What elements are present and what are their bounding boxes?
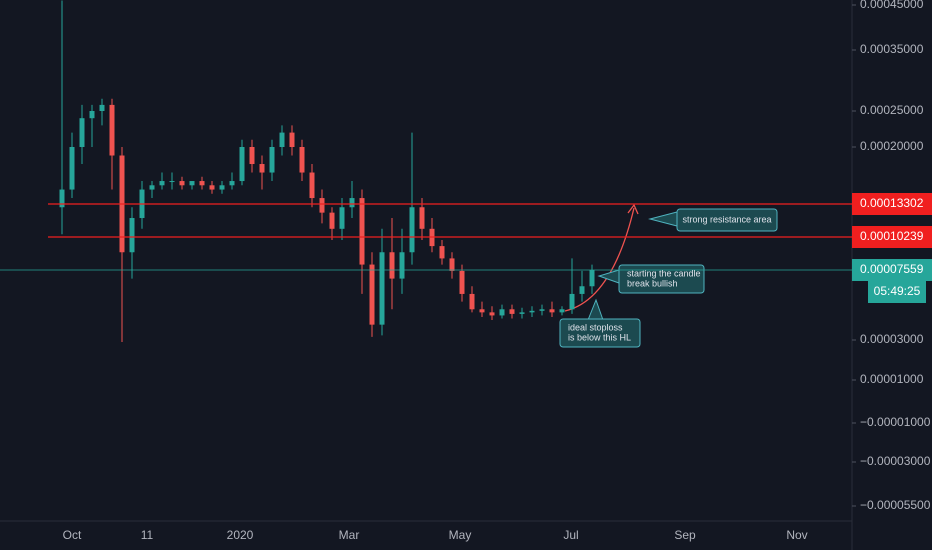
callout-pointer — [597, 269, 620, 284]
y-tick-label: −0.00001000 — [860, 415, 931, 429]
y-tick-label: 0.00045000 — [860, 0, 924, 11]
candle-body — [69, 147, 75, 190]
candle-body — [419, 207, 425, 229]
candle-body — [529, 310, 535, 313]
candle-body — [179, 181, 185, 186]
candle-body — [539, 309, 545, 311]
x-tick-label: Nov — [786, 528, 807, 542]
candle-body — [399, 252, 405, 279]
candle-body — [499, 309, 505, 316]
candle-body — [459, 270, 465, 294]
candle-body — [549, 309, 555, 313]
candle-body — [319, 198, 325, 213]
candle-body — [229, 181, 235, 186]
annotation-text: is below this HL — [568, 332, 631, 342]
candle-body — [479, 309, 485, 313]
candle-body — [59, 189, 65, 208]
y-tick-label: 0.00001000 — [860, 372, 924, 386]
y-tick-label: 0.00020000 — [860, 139, 924, 153]
candle-body — [79, 118, 85, 147]
candle-body — [169, 181, 175, 183]
callout-box — [676, 208, 778, 232]
candle-body — [559, 309, 565, 313]
candle-body — [439, 246, 445, 259]
price-label: 0.00013302 — [860, 196, 924, 210]
candle-body — [489, 312, 495, 316]
callout-pointer — [648, 211, 678, 227]
y-tick-label: 0.00003000 — [860, 332, 924, 346]
candle-body — [359, 198, 365, 265]
candle-body — [589, 270, 595, 287]
price-label: 0.00010239 — [860, 229, 924, 243]
y-tick-label: 0.00025000 — [860, 103, 924, 117]
callout-pointer — [587, 298, 604, 321]
candle-body — [469, 293, 475, 310]
candle-body — [249, 147, 255, 165]
candle-body — [89, 111, 95, 119]
candle-body — [289, 132, 295, 147]
annotation-text: strong resistance area — [682, 214, 771, 224]
candle-body — [269, 147, 275, 173]
callout-box — [559, 318, 641, 348]
x-tick-label: Oct — [63, 528, 82, 542]
candle-body — [569, 293, 575, 310]
candle-body — [109, 104, 115, 156]
candle-body — [189, 181, 195, 186]
projection-arrow — [564, 207, 635, 312]
y-tick-label: −0.00003000 — [860, 454, 931, 468]
candle-body — [509, 309, 515, 314]
x-tick-label: Jul — [563, 528, 578, 542]
candle-body — [309, 172, 315, 199]
x-tick-label: 2020 — [227, 528, 254, 542]
candle-body — [519, 312, 525, 314]
candle-body — [209, 185, 215, 190]
callout-box — [618, 264, 705, 294]
price-label-box — [852, 226, 932, 248]
candle-body — [379, 252, 385, 325]
x-tick-label: 11 — [141, 528, 154, 542]
candle-body — [299, 147, 305, 173]
countdown-box — [868, 281, 926, 303]
price-label-box — [852, 259, 932, 281]
candle-body — [389, 252, 395, 279]
countdown: 05:49:25 — [874, 284, 921, 298]
candle-body — [159, 181, 165, 186]
y-tick-label: 0.00035000 — [860, 42, 924, 56]
annotation-text: break bullish — [627, 278, 678, 288]
price-label: 0.00007559 — [860, 262, 924, 276]
x-tick-label: Mar — [339, 528, 360, 542]
candle-body — [279, 132, 285, 147]
annotation-text: starting the candle — [627, 268, 701, 278]
candle-body — [149, 185, 155, 190]
arrow-head — [627, 203, 639, 215]
price-label-box — [852, 193, 932, 215]
candle-body — [239, 147, 245, 182]
candle-body — [449, 258, 455, 271]
candle-body — [349, 198, 355, 208]
candle-body — [409, 207, 415, 253]
x-tick-label: May — [449, 528, 472, 542]
y-tick-label: −0.00005500 — [860, 498, 931, 512]
annotation-text: ideal stoploss — [568, 322, 623, 332]
candle-body — [259, 164, 265, 173]
x-tick-label: Sep — [674, 528, 696, 542]
candle-body — [339, 207, 345, 229]
candle-body — [329, 212, 335, 229]
candle-body — [579, 286, 585, 294]
candle-body — [199, 181, 205, 186]
candle-body — [219, 185, 225, 190]
candle-body — [129, 218, 135, 253]
candle-body — [99, 104, 105, 111]
candle-body — [369, 264, 375, 325]
